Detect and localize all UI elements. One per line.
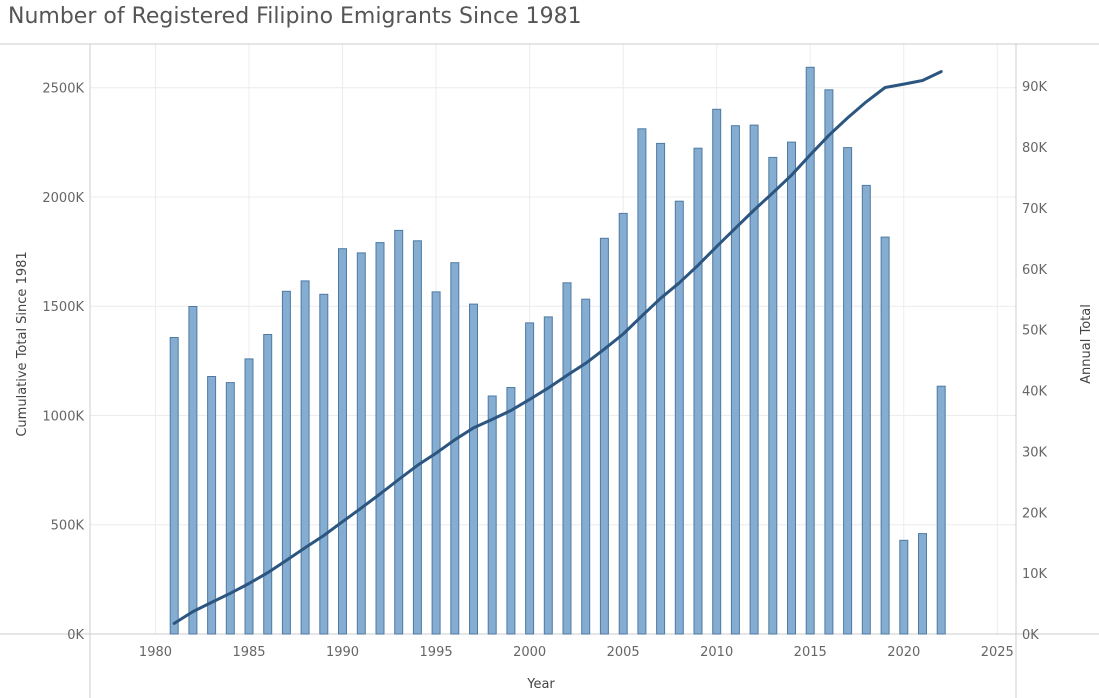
bar-2013 (768, 156, 778, 635)
right-tick-label: 70K (1022, 202, 1048, 217)
left-tick-label: 2000K (42, 191, 84, 206)
x-tick-label: 2000 (513, 645, 546, 660)
bar-1990 (338, 248, 347, 635)
bar-2015 (805, 66, 815, 635)
bar-2019 (880, 236, 890, 635)
x-tick-label: 1985 (232, 645, 265, 660)
bar-2000 (525, 322, 535, 635)
bar-series (169, 66, 946, 635)
bar-2014 (787, 141, 796, 635)
bar-1997 (469, 303, 478, 635)
bar-1985 (244, 358, 254, 635)
bar-2002 (562, 282, 572, 635)
bar-1982 (188, 306, 198, 635)
bar-1998 (487, 395, 497, 635)
bar-1989 (319, 293, 329, 635)
right-axis-title: Annual Total (1079, 304, 1094, 384)
x-tick-label: 1990 (326, 645, 359, 660)
bar-1994 (412, 240, 422, 635)
bar-2007 (656, 142, 666, 635)
bar-2004 (599, 237, 609, 635)
tick-labels: 1980 1985 1990 1995 2000 2005 2010 2015 2020 2025… (42, 80, 1047, 660)
chart-frame (0, 43, 1099, 698)
x-axis-title: Year (526, 677, 555, 692)
bar-2006 (637, 128, 647, 635)
bar-2021 (918, 533, 927, 635)
bar-2020 (899, 539, 909, 635)
bar-2005 (618, 212, 628, 635)
bar-1999 (506, 387, 516, 635)
bar-1984 (225, 382, 235, 635)
right-tick-label: 20K (1022, 506, 1048, 521)
bar-2009 (693, 147, 703, 635)
x-tick-label: 2020 (887, 645, 920, 660)
chart-title: Number of Registered Filipino Emigrants … (8, 4, 582, 29)
x-tick-label: 1980 (139, 645, 172, 660)
bar-1983 (207, 376, 217, 635)
right-tick-label: 30K (1022, 445, 1048, 460)
x-tick-label: 2015 (794, 645, 827, 660)
bar-2012 (749, 124, 759, 635)
left-tick-label: 1500K (42, 300, 84, 315)
bar-2011 (730, 125, 740, 635)
line-series (172, 70, 943, 625)
bar-1988 (300, 280, 310, 635)
left-tick-label: 500K (51, 519, 85, 534)
left-tick-label: 0K (67, 628, 84, 643)
right-tick-label: 10K (1022, 567, 1048, 582)
bar-2001 (543, 316, 553, 635)
bar-2003 (581, 298, 591, 635)
bar-2010 (712, 108, 722, 635)
left-tick-label: 2500K (42, 82, 84, 97)
bar-1986 (263, 334, 273, 635)
x-tick-label: 2025 (981, 645, 1014, 660)
right-tick-label: 80K (1022, 141, 1048, 156)
bar-2008 (674, 200, 684, 635)
bar-1991 (356, 252, 366, 635)
bar-2022 (936, 385, 946, 635)
bar-1996 (450, 262, 460, 635)
right-tick-label: 50K (1022, 324, 1048, 339)
bar-2016 (824, 89, 834, 635)
x-tick-label: 2010 (700, 645, 733, 660)
left-tick-label: 1000K (42, 409, 84, 424)
left-axis-title: Cumulative Total Since 1981 (15, 251, 30, 436)
right-tick-label: 90K (1022, 80, 1048, 95)
x-tick-label: 1995 (420, 645, 453, 660)
right-tick-label: 60K (1022, 263, 1048, 278)
cumulative-line (172, 70, 943, 625)
bar-1993 (394, 229, 404, 635)
bar-1995 (431, 291, 441, 635)
bar-2018 (861, 184, 871, 635)
right-tick-label: 0K (1022, 628, 1039, 643)
x-tick-label: 2005 (607, 645, 640, 660)
bar-1987 (281, 290, 291, 635)
bar-2017 (843, 147, 853, 635)
right-tick-label: 40K (1022, 385, 1048, 400)
bar-1981 (169, 337, 179, 635)
bar-1992 (375, 242, 385, 635)
